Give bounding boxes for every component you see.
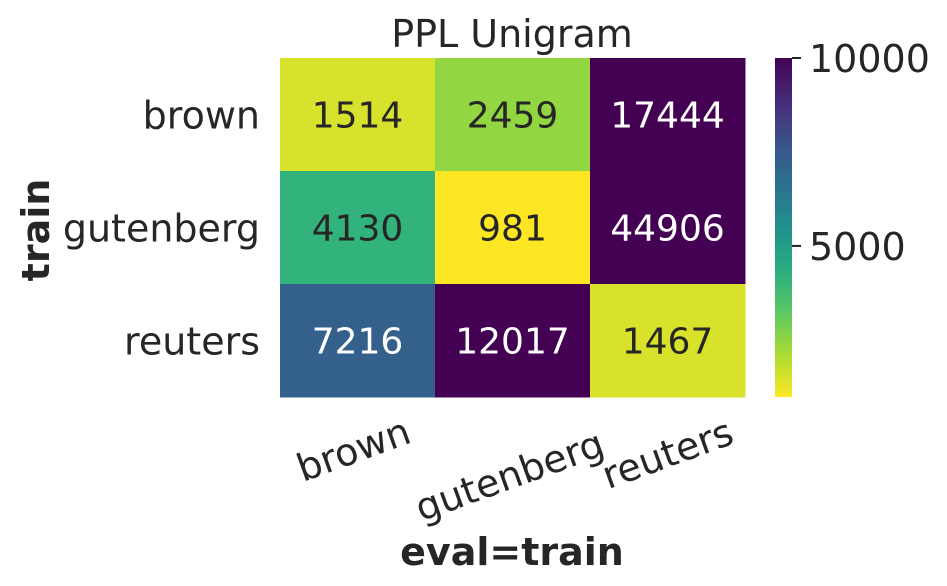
x-tick-label: brown (291, 409, 416, 490)
heatmap-cell (280, 284, 436, 398)
x-tick-label: gutenberg (409, 421, 609, 530)
cell-value-label: 7216 (312, 322, 404, 363)
heatmap-cell (280, 58, 436, 172)
heatmap-cell (280, 171, 436, 285)
x-tick-label: reuters (596, 410, 739, 498)
heatmap-cells: 1514 2459 17444 4130 981 44906 7216 12017 1467 (280, 58, 746, 398)
y-tick-label: reuters (124, 320, 260, 364)
cell-value-label: 2459 (467, 96, 559, 137)
cell-value-label: 44906 (610, 209, 725, 250)
cell-value-label: 1467 (622, 322, 714, 363)
cell-value-label: 4130 (312, 209, 404, 250)
chart-title: PPL Unigram (391, 12, 633, 56)
heatmap-cell (435, 58, 591, 172)
y-tick-label: brown (143, 94, 260, 138)
heatmap-cell (590, 171, 746, 285)
y-axis-label: train (14, 179, 58, 282)
cell-value-label: 12017 (455, 322, 570, 363)
y-tick-label: gutenberg (63, 207, 260, 251)
heatmap-cell (590, 58, 746, 172)
colorbar-tick-label: 5000 (809, 225, 906, 269)
colorbar: 10000 5000 (775, 37, 930, 397)
heatmap-cell (590, 284, 746, 398)
colorbar-tick-label: 10000 (809, 37, 930, 81)
y-tick-labels: brown gutenberg reuters (63, 94, 260, 364)
cell-value-label: 1514 (312, 96, 404, 137)
cell-value-label: 981 (478, 209, 547, 250)
heatmap-cell (435, 284, 591, 398)
cell-value-label: 17444 (610, 96, 725, 137)
colorbar-gradient (775, 58, 792, 397)
x-axis-label: eval=train (400, 530, 624, 574)
heatmap-cell (435, 171, 591, 285)
